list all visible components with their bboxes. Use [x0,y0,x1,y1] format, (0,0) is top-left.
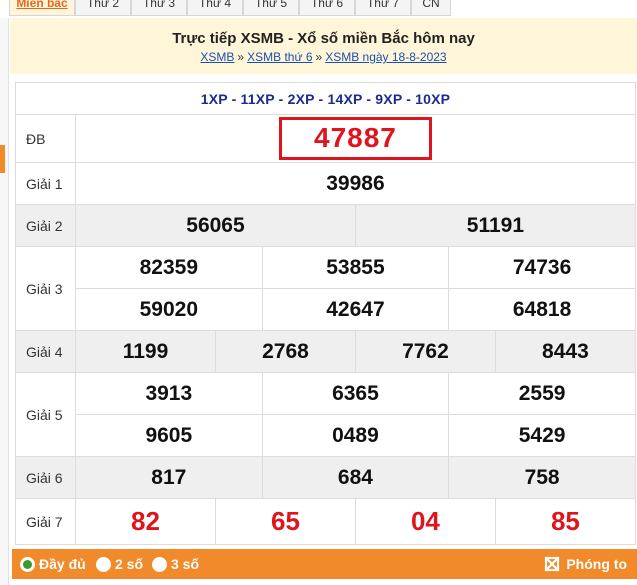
prize-number: 59020 [75,288,263,331]
tab-mien-bac[interactable]: Miền bắc [9,0,75,16]
tab-strip: Miền bắc Thứ 2 Thứ 3 Thứ 4 Thứ 5 Thứ 6 T… [0,0,637,18]
prize-number: 684 [261,456,450,499]
tab-thu-7[interactable]: Thứ 7 [355,0,411,16]
prize-label-g3: Giải 3 [15,246,76,331]
prize-number: 74736 [448,246,636,289]
prize-number: 2559 [448,372,636,415]
option-3-digits[interactable]: 3 số [152,556,199,572]
breadcrumb-xsmb-date[interactable]: XSMB ngày 18-8-2023 [325,50,447,64]
breadcrumb-separator: » [237,50,245,64]
prize-number: 8443 [494,330,636,373]
results-table: 1XP - 11XP - 2XP - 14XP - 9XP - 10XP ĐB … [15,82,636,545]
breadcrumb: XSMB» XSMB thứ 6» XSMB ngày 18-8-2023 [10,50,637,64]
tab-thu-6[interactable]: Thứ 6 [299,0,355,16]
breadcrumb-separator: » [315,50,323,64]
special-prize-cell: 47887 [75,114,636,163]
prize-number: 7762 [354,330,496,373]
prize-number: 04 [354,498,496,545]
tab-thu-2[interactable]: Thứ 2 [75,0,131,16]
expand-icon [545,556,560,572]
option-2-digits[interactable]: 2 số [96,556,143,572]
tab-cn[interactable]: CN [411,0,451,16]
sidebar-active-marker [0,145,5,173]
display-options-bar: Đầy đủ 2 số 3 số Phóng to [12,549,637,579]
left-sidebar-edge [0,18,9,585]
prize-label-g6: Giải 6 [15,456,76,499]
prize-number: 5429 [448,414,636,457]
prize-number: 65 [214,498,356,545]
prize-number: 758 [448,456,636,499]
prize-number: 3913 [75,372,263,415]
results-header: Trực tiếp XSMB - Xổ số miền Bắc hôm nay … [10,18,637,74]
tab-thu-3[interactable]: Thứ 3 [131,0,187,16]
prize-label-g4: Giải 4 [15,330,76,373]
option-full[interactable]: Đầy đủ [20,556,86,572]
tab-thu-4[interactable]: Thứ 4 [187,0,243,16]
prize-number: 39986 [75,162,636,205]
prize-label-g7: Giải 7 [15,498,76,545]
prize-number: 82 [75,498,216,545]
prize-number: 85 [494,498,636,545]
breadcrumb-xsmb-thu-6[interactable]: XSMB thứ 6 [247,50,313,64]
prize-number: 53855 [261,246,450,289]
prize-label-g2: Giải 2 [15,204,76,247]
prize-number: 9605 [75,414,263,457]
special-prize-box: 47887 [279,117,432,160]
option-2-digits-label: 2 số [115,556,144,572]
prize-label-g1: Giải 1 [15,162,76,205]
zoom-button[interactable]: Phóng to [543,555,627,573]
prize-number: 6365 [261,372,450,415]
special-prize-number: 47887 [314,122,397,153]
prize-number: 56065 [75,204,356,247]
ticket-codes: 1XP - 11XP - 2XP - 14XP - 9XP - 10XP [15,82,636,115]
prize-number: 64818 [448,288,636,331]
radio-2-digits[interactable] [96,556,111,572]
breadcrumb-xsmb[interactable]: XSMB [200,50,235,64]
prize-number: 1199 [75,330,216,373]
prize-number: 82359 [75,246,263,289]
zoom-label: Phóng to [566,556,627,572]
prize-number: 817 [75,456,263,499]
option-full-label: Đầy đủ [39,556,86,572]
prize-number: 0489 [261,414,450,457]
prize-number: 42647 [261,288,450,331]
prize-label-db: ĐB [15,114,76,163]
tab-thu-5[interactable]: Thứ 5 [243,0,299,16]
radio-3-digits[interactable] [152,556,167,572]
option-3-digits-label: 3 số [171,556,200,572]
prize-number: 2768 [214,330,356,373]
radio-full[interactable] [20,556,35,572]
prize-label-g5: Giải 5 [15,372,76,457]
page-title: Trực tiếp XSMB - Xổ số miền Bắc hôm nay [172,30,475,47]
prize-number: 51191 [354,204,636,247]
